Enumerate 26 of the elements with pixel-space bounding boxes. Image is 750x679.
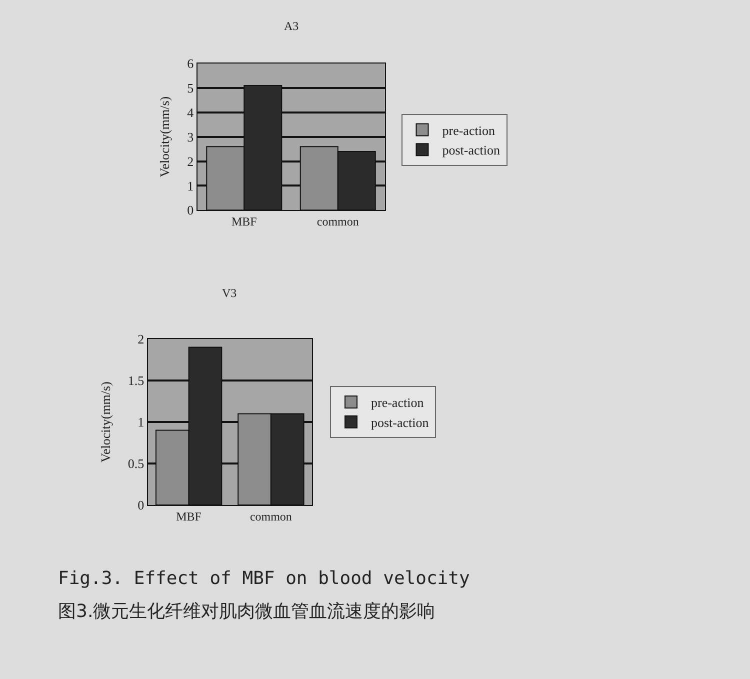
y-tick-label: 0.5 bbox=[128, 456, 144, 472]
x-tick-label: MBF bbox=[231, 214, 258, 229]
y-tick-label: 0 bbox=[138, 498, 144, 513]
legend-label: post-action bbox=[442, 142, 501, 158]
y-tick-label: 1 bbox=[138, 414, 144, 430]
x-tick-label: common bbox=[316, 214, 359, 229]
y-tick-label: 1 bbox=[187, 178, 194, 194]
caption: 图3.微元生化纤维对肌肉微血管血流速度的影响 bbox=[58, 601, 436, 622]
y-tick-label: 4 bbox=[187, 104, 194, 120]
y-axis-title: Velocity(mm/s) bbox=[98, 382, 113, 462]
y-tick-label: 1.5 bbox=[128, 373, 144, 388]
y-axis-title: Velocity(mm/s) bbox=[157, 96, 172, 178]
y-tick-label: 3 bbox=[187, 129, 194, 144]
legend-label: pre-action bbox=[371, 395, 424, 410]
y-tick-label: 6 bbox=[187, 56, 194, 71]
legend-label: post-action bbox=[371, 414, 430, 430]
x-tick-label: MBF bbox=[176, 509, 202, 524]
chart-title: A3 bbox=[284, 19, 299, 33]
y-tick-label: 0 bbox=[187, 202, 194, 218]
caption: Fig.3. Effect of MBF on blood velocity bbox=[58, 568, 470, 589]
y-tick-label: 2 bbox=[187, 154, 194, 169]
y-tick-label: 5 bbox=[187, 80, 194, 96]
x-tick-label: common bbox=[250, 509, 292, 524]
y-tick-label: 2 bbox=[138, 332, 144, 347]
chart-title: V3 bbox=[222, 286, 237, 300]
legend-label: pre-action bbox=[442, 122, 496, 138]
